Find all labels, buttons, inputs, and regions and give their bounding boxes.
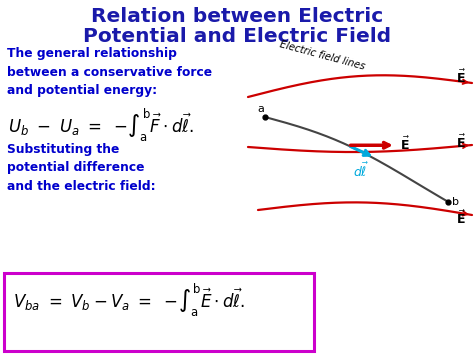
Text: $d\vec{\ell}$: $d\vec{\ell}$ — [354, 162, 369, 180]
Text: $\vec{\mathbf{E}}$: $\vec{\mathbf{E}}$ — [400, 136, 410, 153]
Text: a: a — [257, 104, 264, 114]
Text: Relation between Electric: Relation between Electric — [91, 7, 383, 26]
Text: $U_b \ - \ U_a \ = \ -\!\int_{\mathrm{a}}^{\mathrm{b}} \vec{F} \cdot d\vec{\ell}: $U_b \ - \ U_a \ = \ -\!\int_{\mathrm{a}… — [8, 107, 194, 144]
Text: $\vec{\mathbf{E}}$: $\vec{\mathbf{E}}$ — [456, 69, 465, 86]
Bar — [4, 273, 314, 351]
Text: The general relationship
between a conservative force
and potential energy:: The general relationship between a conse… — [7, 47, 212, 97]
Text: Substituting the
potential difference
and the electric field:: Substituting the potential difference an… — [7, 143, 155, 193]
Text: $\vec{\mathbf{E}}$: $\vec{\mathbf{E}}$ — [456, 133, 465, 151]
Text: Potential and Electric Field: Potential and Electric Field — [83, 27, 391, 46]
Text: $\vec{\mathbf{E}}$: $\vec{\mathbf{E}}$ — [456, 209, 465, 226]
Text: b: b — [452, 197, 459, 207]
Text: Electric field lines: Electric field lines — [278, 39, 365, 72]
Text: $V_{ba} \ = \ V_b - V_a \ = \ -\!\int_{\mathrm{a}}^{\mathrm{b}} \vec{E} \cdot d\: $V_{ba} \ = \ V_b - V_a \ = \ -\!\int_{\… — [13, 282, 245, 319]
